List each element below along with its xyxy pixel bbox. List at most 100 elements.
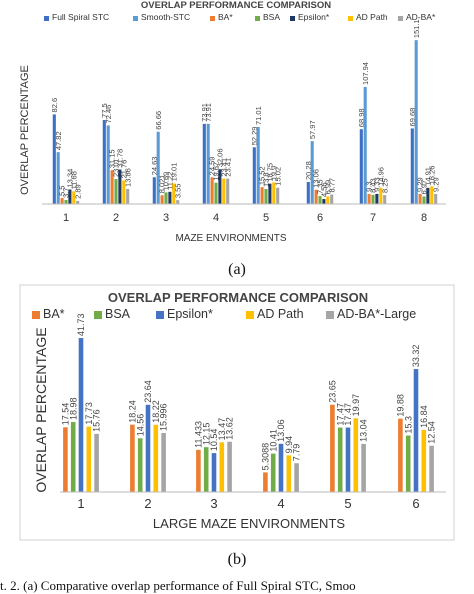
bar-data-label: 17.54 xyxy=(61,403,71,426)
bar xyxy=(56,152,60,204)
bar-data-label: 14.91 xyxy=(424,167,433,186)
bar-data-label: 15.76 xyxy=(92,409,102,432)
bar-data-label: 73.91 xyxy=(204,103,213,122)
x-tick-label: 5 xyxy=(344,496,351,511)
panel-label-b: (b) xyxy=(228,551,247,568)
bar-data-label: 8.43 xyxy=(369,178,378,193)
bar-data-label: 32.06 xyxy=(216,148,225,167)
bar-data-label: 17.47 xyxy=(335,403,345,426)
bar xyxy=(361,443,366,492)
bar xyxy=(226,178,230,204)
bar-data-label: 47.82 xyxy=(54,131,63,150)
bar xyxy=(161,432,166,492)
bar xyxy=(172,183,176,204)
bar-data-label: 52.29 xyxy=(250,127,259,146)
bar-data-label: 13.34 xyxy=(66,169,75,188)
bar xyxy=(405,435,411,492)
bar-data-label: 18.75 xyxy=(266,163,275,182)
bar-data-label: 24.59 xyxy=(208,157,217,176)
bar xyxy=(118,169,122,204)
bar-data-label: 19.9 xyxy=(269,166,278,181)
bar xyxy=(367,193,371,204)
legend-swatch-epsilon- xyxy=(290,16,295,21)
legend-swatch-ba- xyxy=(210,16,215,21)
bar-data-label: 77.5 xyxy=(100,103,109,118)
chart-b-legend: BA* BSA Epsilon* AD Path AD-BA*-Large xyxy=(32,307,416,321)
bar-data-label: 8.77 xyxy=(327,178,336,193)
panel-label-a: (a) xyxy=(228,261,246,278)
bar xyxy=(60,198,64,204)
bar-data-label: 20.28 xyxy=(304,161,313,180)
bar-data-label: 107.94 xyxy=(361,62,370,85)
bar xyxy=(418,193,422,204)
bar-data-label: 3.7 xyxy=(62,188,71,198)
bar xyxy=(422,196,426,204)
bar-data-label: 15.3 xyxy=(403,416,413,434)
bar-data-label: 82.6 xyxy=(50,98,59,113)
bar-data-label: 19.67 xyxy=(212,162,221,181)
legend-label: AD-BA* xyxy=(406,12,436,22)
legend-swatch-bsa xyxy=(94,311,102,319)
bar-data-label: 72.46 xyxy=(104,105,113,124)
bar xyxy=(76,200,80,204)
bar xyxy=(130,424,135,492)
bar-data-label: 2.89 xyxy=(73,184,82,199)
x-tick-label: 8 xyxy=(421,212,427,224)
bar-data-label: 17.47 xyxy=(343,403,353,426)
bar-data-label: 16.26 xyxy=(427,166,436,185)
legend-label: AD Path xyxy=(356,12,388,22)
chart-b-x-ticks: 1 2 3 4 5 6 xyxy=(77,496,419,511)
bar-data-label: 23.41 xyxy=(219,158,228,177)
x-tick-label: 1 xyxy=(63,212,69,224)
bar xyxy=(168,191,172,204)
bar xyxy=(322,199,326,204)
bar xyxy=(434,193,438,204)
chart-a-xlabel: MAZE ENVIRONMENTS xyxy=(175,233,286,244)
bar-data-label: 18.24 xyxy=(128,400,138,423)
bar xyxy=(176,200,180,204)
legend-label: Epsilon* xyxy=(167,307,213,321)
bar-data-label: 12.15 xyxy=(201,423,211,446)
bar-data-label: 8.021 xyxy=(158,175,167,194)
bar xyxy=(152,177,156,204)
bar-data-label: 57.97 xyxy=(308,120,317,139)
bar xyxy=(371,194,375,204)
bar xyxy=(227,441,232,492)
bar xyxy=(256,127,260,204)
bar xyxy=(156,131,160,204)
bar-data-label: 5.5 xyxy=(58,186,67,196)
bar xyxy=(421,429,427,492)
bar xyxy=(218,169,222,204)
bar xyxy=(219,442,225,492)
legend-swatch-ad-ba-large xyxy=(326,311,334,319)
bar xyxy=(94,433,99,492)
bar xyxy=(52,114,56,204)
bar xyxy=(114,179,118,204)
bar xyxy=(126,188,130,204)
bar-data-label: 13.8 xyxy=(262,172,271,187)
bar-data-label: 11.433 xyxy=(194,421,204,448)
bar xyxy=(153,424,159,492)
legend-label: Smooth-STC xyxy=(141,12,190,22)
bar xyxy=(70,421,76,492)
bar-data-label: 31.15 xyxy=(108,149,117,168)
bar-data-label: 13.47 xyxy=(217,418,227,441)
chart-b-ylabel: OVERLAP PERCENTAGE xyxy=(33,327,49,492)
bar xyxy=(64,199,68,204)
chart-a-title: OVERLAP PERFORMANCE COMPARISON xyxy=(141,0,331,11)
bar xyxy=(398,418,403,492)
bar-data-label: 11.22 xyxy=(166,172,175,190)
bar-data-label: 23.64 xyxy=(143,380,153,403)
bar xyxy=(160,195,164,204)
bar xyxy=(268,183,272,204)
bar xyxy=(430,186,434,204)
legend-swatch-ad-path xyxy=(246,311,254,319)
bar-data-label: 7.79 xyxy=(292,444,302,462)
bar-data-label: 8.25 xyxy=(380,178,389,193)
bar xyxy=(353,418,359,492)
bar-data-label: 9.3 xyxy=(365,181,374,191)
bar xyxy=(68,189,72,204)
